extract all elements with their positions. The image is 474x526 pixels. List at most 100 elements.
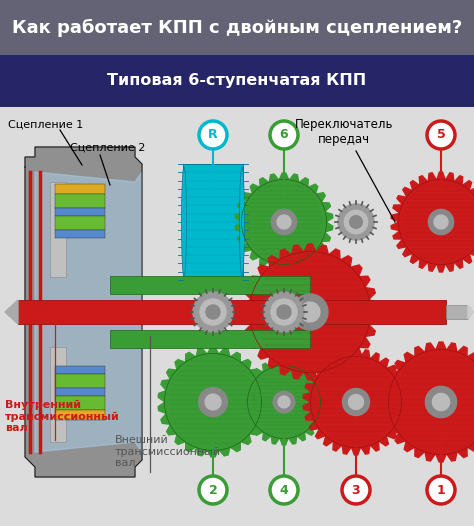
Polygon shape [361,445,370,454]
Polygon shape [260,257,269,266]
Polygon shape [403,247,413,257]
Polygon shape [437,172,446,180]
Polygon shape [243,411,252,419]
Polygon shape [279,173,289,180]
Polygon shape [250,250,260,260]
Polygon shape [468,305,474,319]
Polygon shape [258,265,270,277]
Polygon shape [255,380,265,390]
Polygon shape [288,360,297,368]
Polygon shape [393,231,402,239]
Polygon shape [269,174,279,183]
Polygon shape [370,353,379,363]
Polygon shape [425,387,456,418]
Polygon shape [342,445,351,454]
Polygon shape [446,173,454,182]
Bar [0,0,474,55]
Polygon shape [263,363,271,372]
Polygon shape [436,454,447,462]
Polygon shape [319,402,327,411]
Polygon shape [167,424,177,435]
Polygon shape [404,352,415,363]
Polygon shape [193,292,233,332]
Polygon shape [240,434,251,444]
Polygon shape [383,381,393,391]
Polygon shape [454,176,463,186]
Bar [55,396,105,410]
Polygon shape [207,347,219,355]
Polygon shape [436,342,447,350]
Polygon shape [206,305,220,319]
Polygon shape [219,348,230,357]
Polygon shape [303,392,312,402]
Polygon shape [415,447,425,458]
Polygon shape [303,402,312,411]
Polygon shape [381,402,390,413]
Polygon shape [379,358,389,369]
Bar [0,107,474,526]
Text: 6: 6 [280,128,288,141]
Polygon shape [389,350,474,454]
Text: Типовая 6-ступенчатая КПП: Типовая 6-ступенчатая КПП [108,74,366,88]
Polygon shape [263,432,271,441]
Polygon shape [340,357,352,368]
Polygon shape [383,413,393,423]
Polygon shape [391,222,400,231]
Polygon shape [388,370,399,381]
Polygon shape [255,426,264,435]
Polygon shape [278,396,290,408]
Bar [183,164,243,280]
Polygon shape [241,402,249,411]
Polygon shape [273,391,295,413]
Polygon shape [419,176,428,186]
Polygon shape [454,258,463,268]
Polygon shape [271,436,280,444]
Polygon shape [299,257,308,266]
Polygon shape [393,205,402,213]
Polygon shape [319,393,327,402]
Polygon shape [321,232,330,241]
Polygon shape [315,241,325,251]
Polygon shape [325,212,333,222]
Polygon shape [279,264,289,271]
Polygon shape [325,222,333,232]
Text: R: R [208,128,218,141]
Polygon shape [404,441,415,452]
Polygon shape [343,389,370,416]
Polygon shape [205,394,221,410]
Polygon shape [250,337,262,348]
Polygon shape [391,213,400,222]
Polygon shape [381,391,390,402]
Bar [0,55,474,107]
Polygon shape [447,451,457,461]
Polygon shape [370,441,379,451]
Polygon shape [428,173,437,182]
Polygon shape [277,215,291,229]
Polygon shape [175,360,186,370]
Bar [55,216,105,230]
Polygon shape [425,451,436,461]
Polygon shape [241,393,249,402]
Polygon shape [280,359,288,366]
Polygon shape [425,343,436,352]
Polygon shape [328,364,340,375]
Polygon shape [467,441,474,452]
Polygon shape [268,357,280,368]
Polygon shape [365,288,375,299]
Polygon shape [308,184,318,194]
Polygon shape [315,193,325,203]
Polygon shape [321,203,330,212]
Polygon shape [428,262,437,271]
Polygon shape [397,383,407,392]
Polygon shape [260,178,269,187]
Polygon shape [304,426,314,435]
Polygon shape [428,209,454,235]
Polygon shape [358,337,370,348]
Polygon shape [248,366,320,438]
Polygon shape [264,292,304,332]
Polygon shape [342,350,351,359]
Bar [55,184,105,194]
Polygon shape [255,413,265,424]
Polygon shape [277,305,291,319]
Polygon shape [316,245,328,255]
